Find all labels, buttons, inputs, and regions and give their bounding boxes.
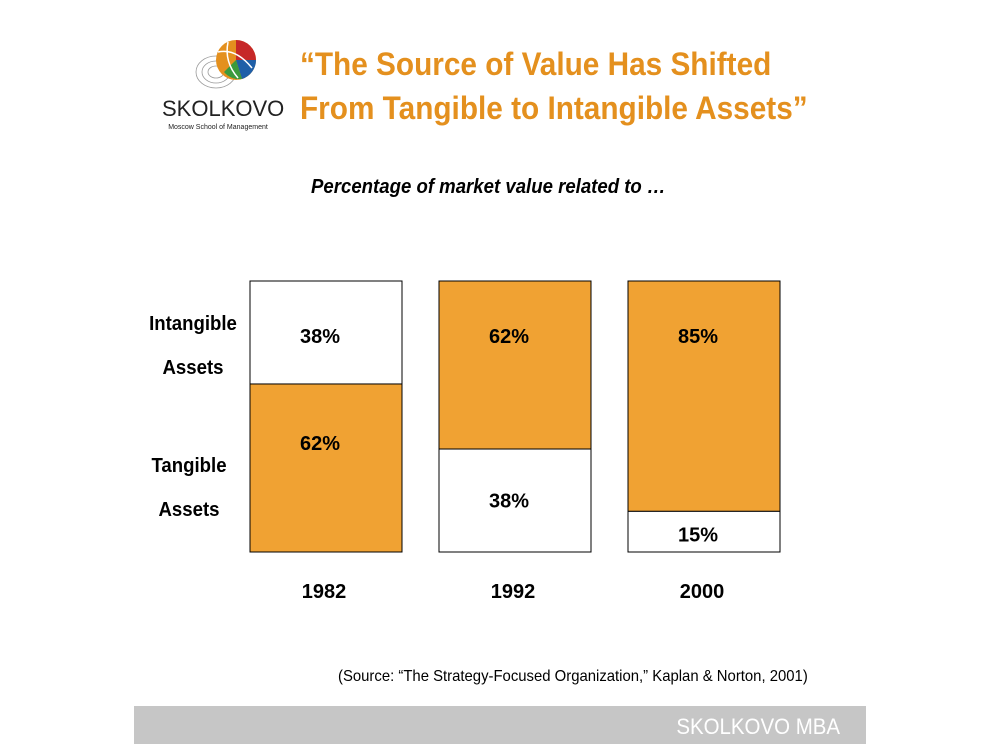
skolkovo-logo: SKOLKOVO Moscow School of Management	[160, 32, 285, 142]
x-tick-2000: 2000	[680, 581, 725, 603]
label-tangible-2000: 15%	[678, 524, 718, 546]
x-tick-1992: 1992	[491, 581, 536, 603]
tangible-label-line-2: Assets	[158, 499, 220, 521]
label-tangible-1992: 38%	[489, 491, 529, 513]
logo-tagline: Moscow School of Management	[168, 124, 268, 131]
label-intangible-1992: 62%	[489, 326, 529, 348]
intangible-label-line-2: Assets	[162, 357, 224, 379]
page-title: “The Source of Value Has Shifted From Ta…	[300, 42, 821, 130]
source-citation: (Source: “The Strategy-Focused Organizat…	[338, 668, 808, 685]
bar-tangible-1982	[249, 383, 403, 553]
title-line-2: From Tangible to Intangible Assets”	[300, 90, 808, 126]
chart-subtitle: Percentage of market value related to …	[311, 176, 666, 198]
intangible-label-line-1: Intangible	[149, 313, 237, 335]
logo-globe-icon	[195, 40, 256, 89]
label-tangible-1982: 62%	[300, 433, 340, 455]
bar-tangible-1992	[438, 448, 592, 553]
bar-intangible-1992	[438, 280, 592, 450]
label-intangible-2000: 85%	[678, 326, 718, 348]
x-tick-1982: 1982	[302, 581, 347, 603]
bar-intangible-2000	[627, 280, 781, 512]
tangible-label-line-1: Tangible	[151, 455, 227, 477]
bar-intangible-1982	[249, 280, 403, 385]
footer-bar: SKOLKOVO MBA	[134, 706, 866, 744]
title-line-1: “The Source of Value Has Shifted	[300, 46, 772, 82]
footer-text: SKOLKOVO MBA	[676, 714, 840, 739]
bar-tangible-2000	[627, 510, 781, 553]
logo-wordmark: SKOLKOVO	[162, 96, 285, 121]
label-intangible-1982: 38%	[300, 326, 340, 348]
